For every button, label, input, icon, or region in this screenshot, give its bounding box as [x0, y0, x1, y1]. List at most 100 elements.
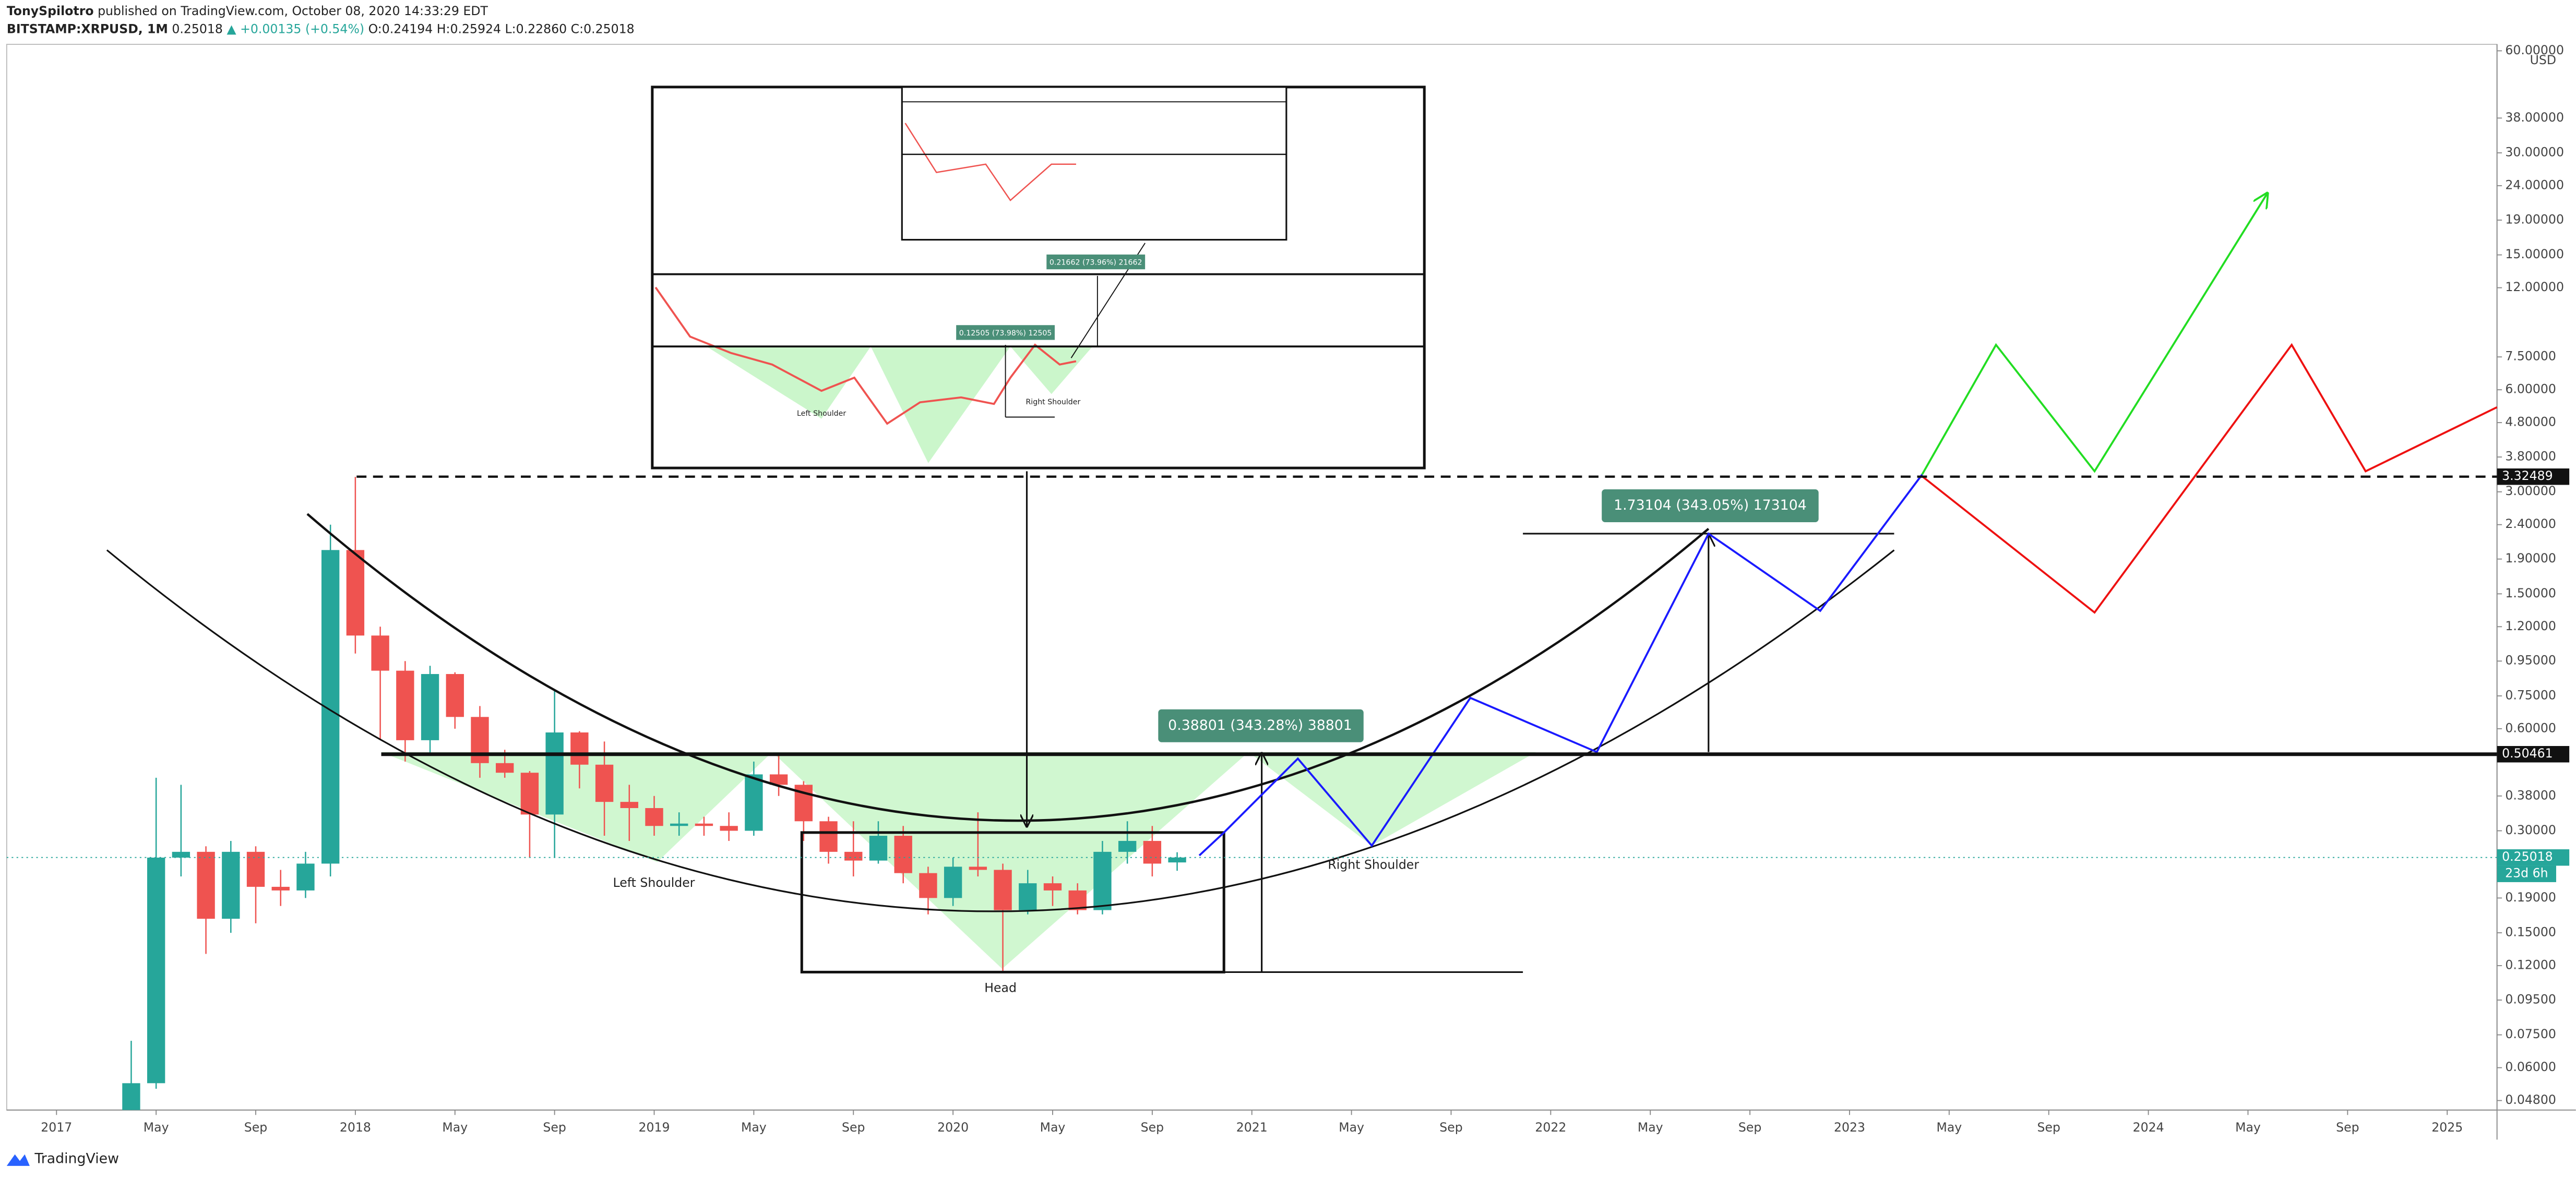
published: published on TradingView.com, October 08… — [98, 4, 488, 18]
y-tick-label: 0.15000 — [2505, 925, 2556, 940]
y-tick-label: 0.12000 — [2505, 958, 2556, 972]
candle-body — [720, 826, 738, 831]
y-tick-label: 3.00000 — [2505, 484, 2556, 498]
y-tick-label: 60.00000 — [2505, 43, 2564, 57]
candle-body — [371, 635, 389, 671]
inset-label: 0.12505 (73.98%) 12505 — [959, 329, 1052, 338]
x-tick-label: 2019 — [638, 1120, 670, 1135]
candle-body — [471, 717, 489, 763]
candle-body — [769, 774, 788, 785]
candle-body — [1143, 840, 1162, 864]
level-label: 0.50461 — [2502, 746, 2553, 761]
x-tick-label: May — [1936, 1120, 1962, 1135]
y-tick-label: 0.06000 — [2505, 1060, 2556, 1074]
candle-body — [1118, 840, 1137, 852]
inset: 0.21662 (73.96%) 21662 0.12505 (73.98%) … — [651, 86, 1426, 470]
symbol: BITSTAMP:XRPUSD, 1M — [7, 21, 168, 36]
author: TonySpilotro — [7, 4, 94, 18]
candle-body — [421, 674, 439, 740]
inset-shading — [1010, 346, 1093, 394]
candle-body — [1043, 883, 1062, 891]
inset-annotation: Left Shoulder — [797, 410, 846, 418]
change: ▲ +0.00135 (+0.54%) — [226, 21, 364, 36]
y-tick-label: 7.50000 — [2505, 349, 2556, 364]
x-tick-label: 2025 — [2431, 1120, 2463, 1135]
inset-label: 0.21662 (73.96%) 21662 — [1050, 259, 1142, 267]
x-tick-label: 2022 — [1535, 1120, 1566, 1135]
y-tick-label: 1.90000 — [2505, 551, 2556, 566]
candles — [122, 477, 1186, 1110]
x-tick-label: Sep — [2037, 1120, 2060, 1135]
inset-nested-frame — [901, 86, 1287, 241]
cup-curve — [106, 549, 1895, 912]
candle-body — [1019, 883, 1037, 910]
x-tick-label: Sep — [2336, 1120, 2359, 1135]
candle-body — [620, 802, 638, 808]
candle-body — [197, 851, 215, 919]
x-tick-label: May — [442, 1120, 468, 1135]
y-tick-label: 0.30000 — [2505, 823, 2556, 837]
axis-unit: USD — [2530, 53, 2556, 67]
x-tick-label: Sep — [842, 1120, 865, 1135]
measure-label: 1.73104 (343.05%) 173104 — [1614, 497, 1807, 513]
countdown-box — [2497, 865, 2556, 882]
left-shoulder-area — [381, 752, 772, 862]
candle-body — [894, 836, 912, 873]
y-tick-label: 1.20000 — [2505, 619, 2556, 633]
y-tick-label: 30.00000 — [2505, 145, 2564, 159]
inset-price-sketch — [654, 286, 1077, 425]
candle-body — [396, 670, 414, 740]
candle-body — [645, 808, 663, 826]
bear-projection — [1921, 343, 2498, 614]
x-tick-label: 2023 — [1834, 1120, 1865, 1135]
current-price-label: 0.25018 — [2502, 849, 2553, 864]
head-area — [772, 752, 1249, 969]
ohlc: O:0.24194 H:0.25924 L:0.22860 C:0.25018 — [368, 21, 635, 36]
cup-curve — [306, 513, 1710, 822]
annotation: Head — [984, 980, 1017, 995]
candle-body — [944, 867, 962, 898]
x-tick-label: 2018 — [340, 1120, 371, 1135]
x-tick-label: Sep — [1738, 1120, 1761, 1135]
x-tick-label: May — [1339, 1120, 1364, 1135]
x-tick-label: 2020 — [937, 1120, 969, 1135]
inset-price-sketch — [904, 123, 1076, 201]
inset-annotation: Right Shoulder — [1025, 398, 1080, 406]
y-tick-label: 6.00000 — [2505, 382, 2556, 396]
candle-body — [172, 851, 190, 858]
header-line-1: TonySpilotro published on TradingView.co… — [7, 4, 488, 18]
candle-body — [869, 836, 888, 861]
annotation: Left Shoulder — [613, 875, 695, 890]
bull-projection — [1921, 194, 2267, 475]
candle-body — [919, 873, 937, 898]
candle-body — [1168, 857, 1186, 863]
x-tick-label: Sep — [1141, 1120, 1164, 1135]
current-price-label-box — [2497, 849, 2570, 866]
inset-shading — [706, 346, 871, 419]
y-tick-label: 12.00000 — [2505, 280, 2564, 294]
x-tick-label: May — [2235, 1120, 2261, 1135]
candle-body — [695, 823, 713, 826]
candle-body — [670, 823, 688, 826]
y-tick-label: 1.50000 — [2505, 586, 2556, 600]
y-tick-label: 19.00000 — [2505, 212, 2564, 226]
candle-body — [520, 773, 539, 815]
candle-body — [271, 886, 290, 891]
header-line-2: BITSTAMP:XRPUSD, 1M 0.25018 ▲ +0.00135 (… — [7, 21, 635, 36]
y-tick-label: 0.09500 — [2505, 992, 2556, 1006]
x-tick-label: 2021 — [1236, 1120, 1268, 1135]
y-tick-label: 4.80000 — [2505, 415, 2556, 429]
candle-body — [595, 764, 614, 802]
candle-body — [346, 550, 365, 636]
level-label-box — [2497, 468, 2570, 485]
x-tick-label: Sep — [1439, 1120, 1462, 1135]
candle-body — [222, 851, 240, 919]
candle-body — [844, 851, 863, 861]
y-tick-label: 15.00000 — [2505, 247, 2564, 261]
y-tick-label: 0.04800 — [2505, 1092, 2556, 1107]
y-tick-label: 0.60000 — [2505, 720, 2556, 735]
countdown: 23d 6h — [2505, 866, 2548, 881]
candle-body — [745, 774, 763, 831]
footer-brand: TradingView — [34, 1151, 119, 1167]
